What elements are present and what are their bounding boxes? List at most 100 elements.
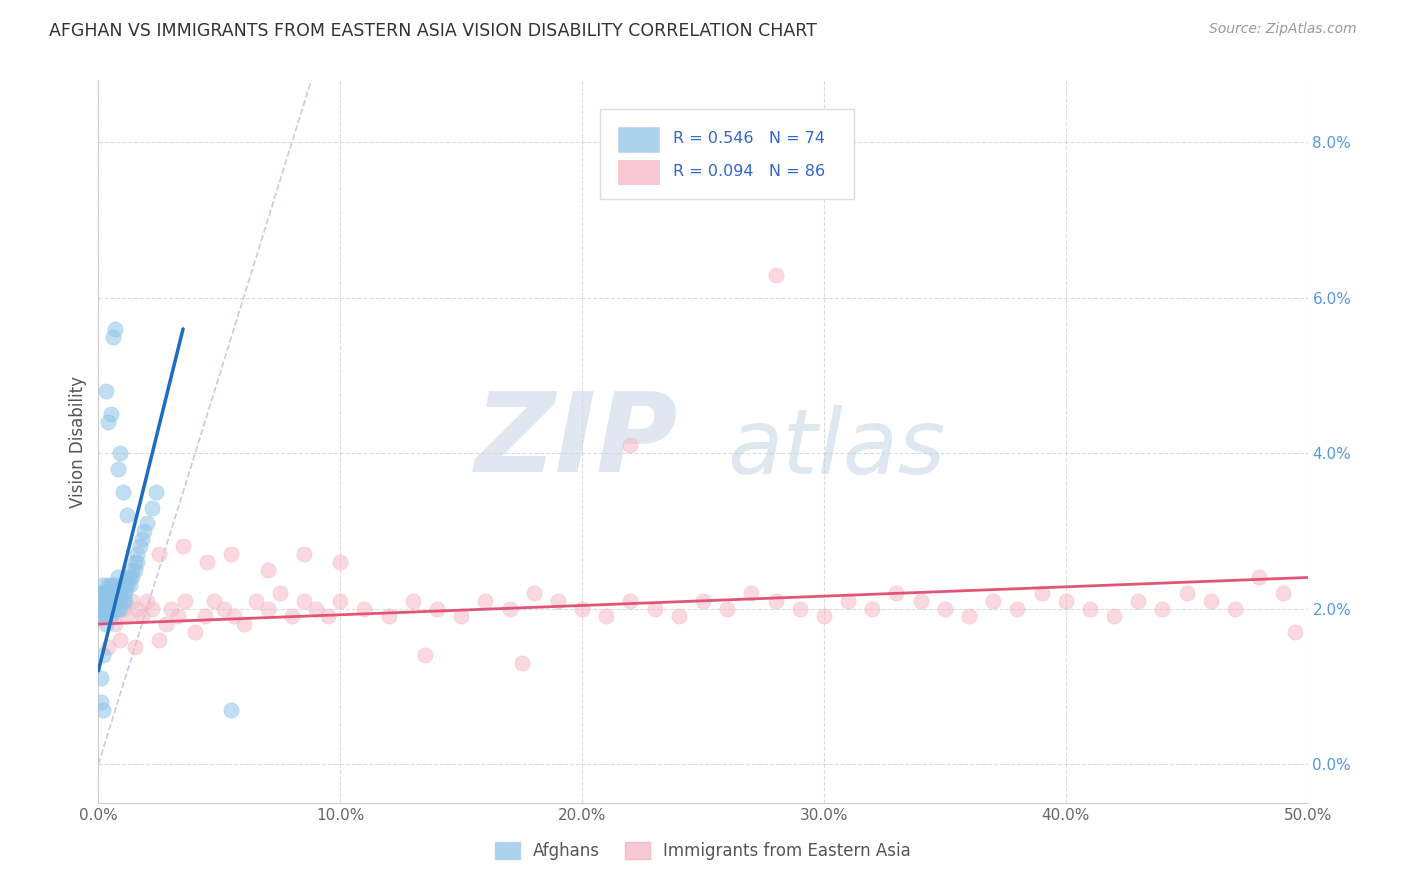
Point [91, 586, 114, 600]
Text: atlas: atlas [727, 405, 945, 492]
Point [118, 578, 141, 592]
Text: R = 0.546   N = 74: R = 0.546 N = 74 [672, 131, 825, 146]
Point [127, 601, 149, 615]
Point [90, 586, 112, 600]
Point [305, 601, 328, 615]
Point [97, 640, 120, 655]
Point [813, 609, 835, 624]
Point [426, 601, 449, 615]
Point [194, 609, 217, 624]
Point [91, 702, 114, 716]
Point [121, 563, 143, 577]
Point [981, 594, 1004, 608]
Point [256, 563, 278, 577]
Point [329, 555, 352, 569]
Point [118, 570, 141, 584]
Point [256, 601, 278, 615]
Point [97, 586, 120, 600]
Point [94, 601, 117, 615]
Point [100, 578, 122, 592]
Point [127, 547, 149, 561]
Point [571, 601, 593, 615]
Point [90, 672, 112, 686]
Point [860, 601, 883, 615]
Point [1128, 594, 1150, 608]
Point [910, 594, 932, 608]
Point [114, 586, 136, 600]
Point [269, 586, 291, 600]
Point [204, 594, 226, 608]
Point [117, 578, 139, 592]
Point [174, 594, 197, 608]
Point [141, 500, 163, 515]
Point [498, 601, 520, 615]
Point [281, 609, 304, 624]
Point [212, 601, 235, 615]
Point [510, 656, 533, 670]
Point [402, 594, 425, 608]
Point [155, 617, 177, 632]
Point [91, 601, 114, 615]
Point [195, 555, 218, 569]
Point [107, 601, 129, 615]
Point [1031, 586, 1053, 600]
Point [111, 601, 134, 615]
Point [292, 594, 315, 608]
Point [413, 648, 436, 663]
Text: R = 0.094   N = 86: R = 0.094 N = 86 [672, 164, 825, 178]
Point [111, 586, 134, 600]
Point [886, 586, 908, 600]
Point [108, 586, 131, 600]
Point [1102, 609, 1125, 624]
Point [101, 578, 124, 592]
Point [100, 601, 122, 615]
Point [222, 609, 245, 624]
Point [148, 632, 170, 647]
Point [104, 322, 127, 336]
Point [644, 601, 666, 615]
Point [101, 594, 124, 608]
FancyBboxPatch shape [619, 160, 659, 185]
Point [716, 601, 738, 615]
Point [108, 594, 131, 608]
Point [1054, 594, 1077, 608]
Point [121, 594, 143, 608]
Point [474, 594, 496, 608]
Point [160, 601, 183, 615]
Point [450, 609, 472, 624]
Point [1152, 601, 1174, 615]
Point [167, 609, 190, 624]
Point [692, 594, 714, 608]
Point [128, 540, 150, 554]
Point [184, 624, 207, 639]
Point [135, 516, 157, 530]
Point [1078, 601, 1101, 615]
Point [595, 609, 617, 624]
Point [292, 547, 315, 561]
Text: AFGHAN VS IMMIGRANTS FROM EASTERN ASIA VISION DISABILITY CORRELATION CHART: AFGHAN VS IMMIGRANTS FROM EASTERN ASIA V… [49, 22, 817, 40]
Point [134, 524, 156, 538]
Point [100, 609, 122, 624]
Point [100, 594, 122, 608]
Point [124, 640, 146, 655]
Point [127, 555, 149, 569]
Point [740, 586, 762, 600]
Point [117, 508, 139, 523]
Point [619, 594, 641, 608]
Point [353, 601, 375, 615]
Point [94, 609, 117, 624]
Point [94, 586, 117, 600]
Point [547, 594, 569, 608]
Point [100, 586, 122, 600]
Point [100, 609, 122, 624]
Point [91, 609, 114, 624]
Point [141, 601, 163, 615]
Point [124, 563, 146, 577]
Point [1249, 570, 1271, 584]
Point [245, 594, 267, 608]
Point [957, 609, 980, 624]
Point [91, 578, 114, 592]
Point [107, 461, 129, 475]
Point [107, 586, 129, 600]
Point [377, 609, 399, 624]
